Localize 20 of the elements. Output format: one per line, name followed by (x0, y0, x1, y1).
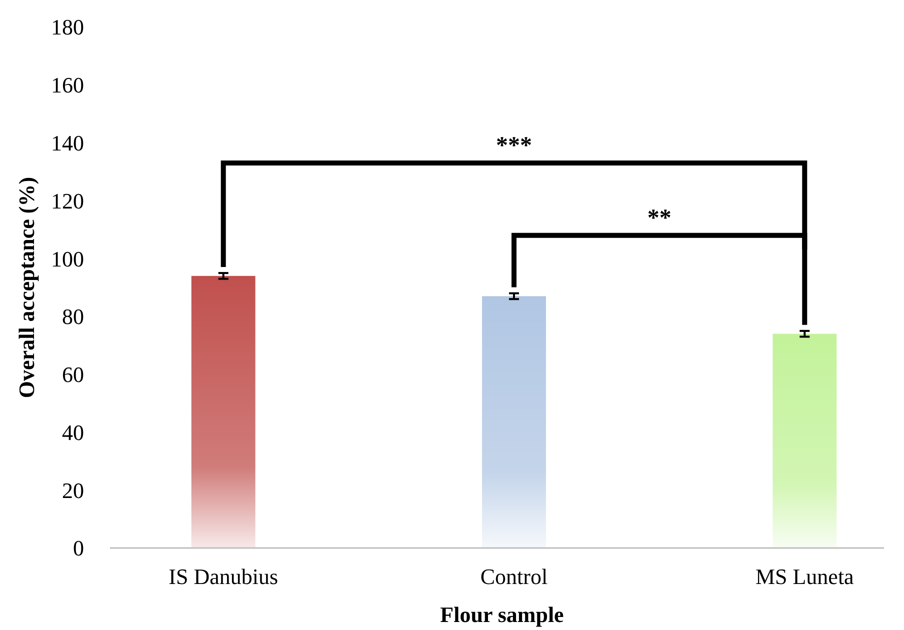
y-tick-label: 80 (62, 304, 84, 330)
y-tick-label: 40 (62, 420, 84, 445)
bar (482, 296, 546, 548)
x-tick-label: Control (480, 564, 548, 589)
annotation: *** (496, 133, 532, 160)
y-tick-label: 60 (62, 362, 84, 388)
x-axis-title: Flour sample (440, 602, 564, 627)
y-tick-label: 0 (73, 536, 84, 561)
y-tick-label: 120 (51, 188, 84, 214)
bar (772, 334, 837, 548)
annotation: ** (647, 205, 672, 232)
bar (191, 276, 256, 548)
y-tick-label: 20 (62, 478, 84, 503)
x-tick-label: MS Luneta (755, 564, 854, 589)
y-tick-label: 160 (51, 72, 84, 98)
x-tick-label: IS Danubius (168, 564, 278, 589)
y-tick-label: 180 (51, 14, 84, 40)
y-axis-title: Overall acceptance (%) (14, 176, 39, 398)
y-tick-label: 140 (51, 130, 84, 156)
y-tick-label: 100 (51, 246, 84, 272)
